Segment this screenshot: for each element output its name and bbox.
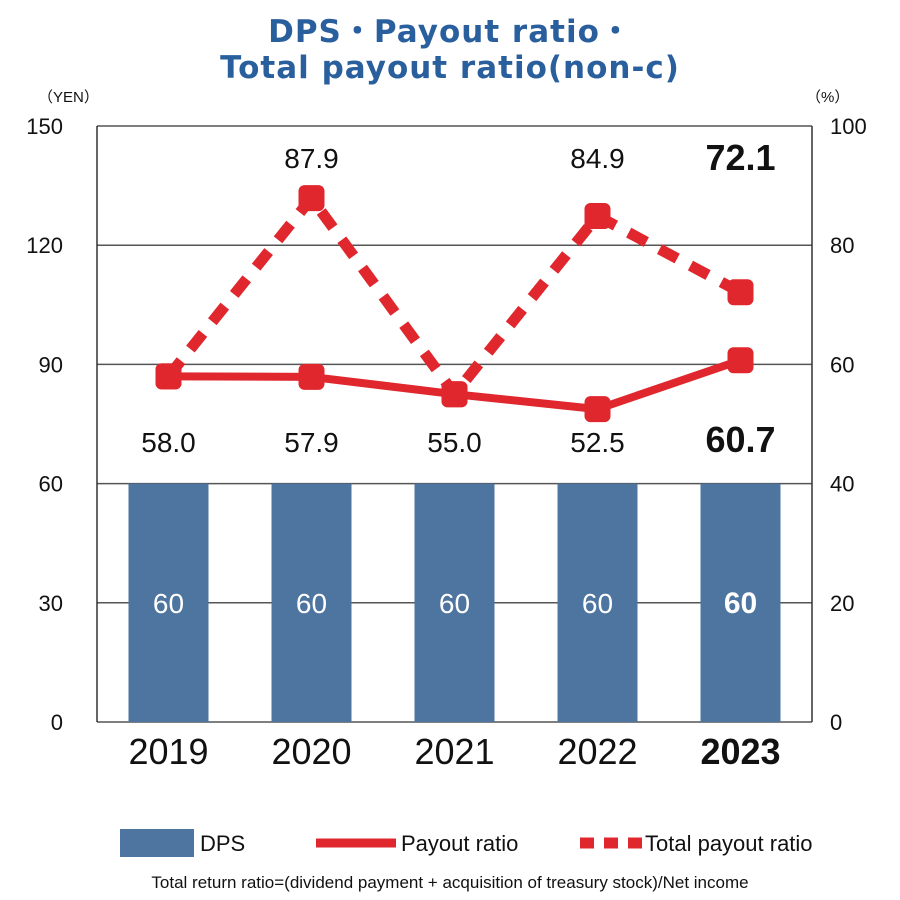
right-tick-label: 80 (830, 233, 854, 258)
payout-ratio-marker (727, 347, 754, 374)
legend-payout-label: Payout ratio (401, 831, 518, 856)
payout-ratio-marker (298, 363, 325, 390)
right-tick-label: 0 (830, 710, 842, 735)
x-tick-label: 2019 (128, 731, 208, 772)
left-tick-label: 30 (39, 591, 63, 616)
dps-bar-label: 60 (582, 588, 613, 619)
total-payout-ratio-marker (298, 185, 325, 212)
payout-ratio-label: 52.5 (570, 427, 625, 458)
left-tick-label: 120 (26, 233, 63, 258)
dps-bar-label: 60 (439, 588, 470, 619)
payout-ratio-marker (155, 363, 182, 390)
x-tick-label: 2023 (700, 731, 780, 772)
legend-total-payout-label: Total payout ratio (645, 831, 813, 856)
total-payout-ratio-label: 87.9 (284, 143, 339, 174)
dps-bar (700, 483, 781, 722)
total-payout-ratio-label: 84.9 (570, 143, 625, 174)
chart-title-line1: DPS・Payout ratio・ (268, 14, 632, 50)
dps-bar-label: 60 (724, 587, 757, 620)
dps-bar-label: 60 (296, 588, 327, 619)
legend-dps-label: DPS (200, 831, 245, 856)
payout-ratio-label: 57.9 (284, 427, 339, 458)
x-tick-label: 2021 (414, 731, 494, 772)
dps-bar (128, 483, 209, 722)
chart-title-line2: Total payout ratio(non-c) (220, 50, 680, 86)
x-tick-label: 2022 (557, 731, 637, 772)
payout-ratio-label: 60.7 (705, 419, 775, 460)
left-axis-unit: （YEN） (38, 89, 99, 106)
right-axis-unit: （%） (806, 89, 849, 106)
right-tick-label: 20 (830, 591, 854, 616)
total-payout-ratio-label: 72.1 (705, 137, 775, 178)
dps-bar-label: 60 (153, 588, 184, 619)
dps-bar (414, 483, 495, 722)
footnote: Total return ratio=(dividend payment + a… (151, 873, 749, 892)
right-tick-label: 100 (830, 114, 867, 139)
total-payout-ratio-marker (727, 279, 754, 306)
dps-bar (271, 483, 352, 722)
payout-ratio-marker (584, 396, 611, 423)
left-tick-label: 60 (39, 472, 63, 497)
payout-ratio-label: 58.0 (141, 427, 196, 458)
payout-ratio-label: 55.0 (427, 427, 482, 458)
right-tick-label: 40 (830, 472, 854, 497)
right-tick-label: 60 (830, 352, 854, 377)
left-tick-label: 0 (51, 710, 63, 735)
payout-ratio-marker (441, 381, 468, 408)
left-tick-label: 90 (39, 352, 63, 377)
legend-dps-swatch (120, 829, 194, 857)
total-payout-ratio-marker (584, 202, 611, 229)
left-tick-label: 150 (26, 114, 63, 139)
x-tick-label: 2020 (271, 731, 351, 772)
dps-bar (557, 483, 638, 722)
